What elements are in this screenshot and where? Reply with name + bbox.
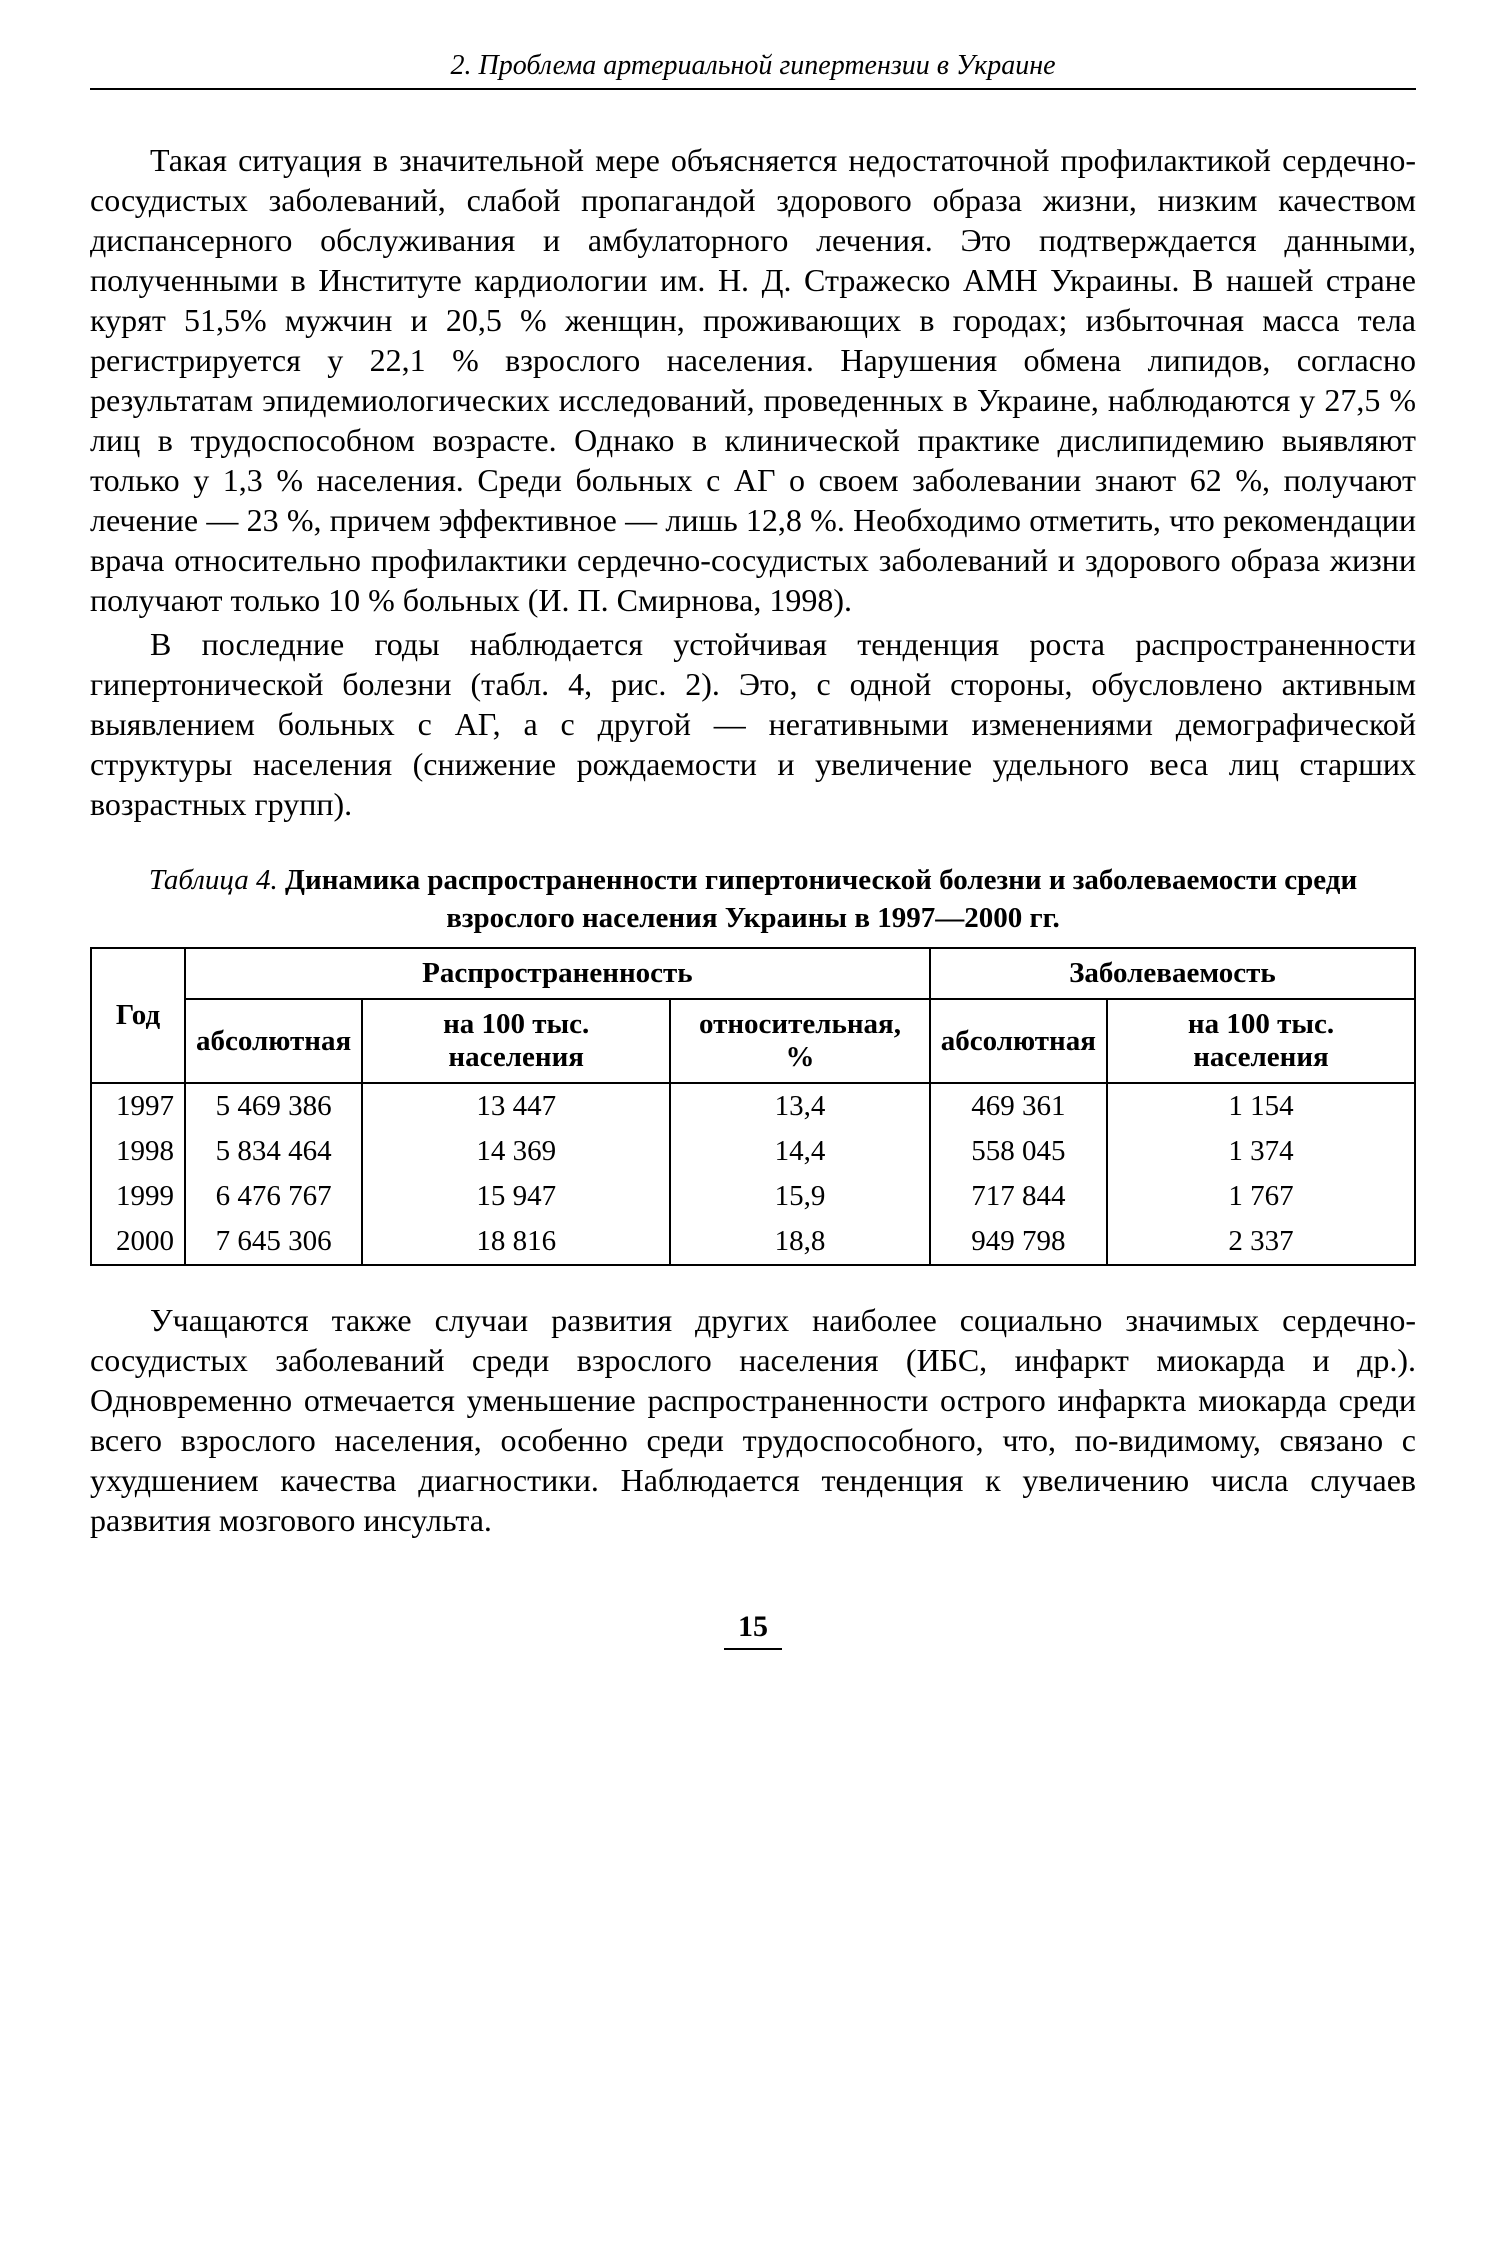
th-morbidity: Заболеваемость — [930, 948, 1415, 999]
table-body: 1997 5 469 386 13 447 13,4 469 361 1 154… — [91, 1083, 1415, 1265]
cell-year: 1997 — [91, 1083, 185, 1129]
cell-prev-abs: 5 469 386 — [185, 1083, 362, 1129]
cell-morb-abs: 949 798 — [930, 1219, 1107, 1265]
th-morb-abs: абсолютная — [930, 999, 1107, 1083]
cell-year: 1998 — [91, 1129, 185, 1174]
th-year: Год — [91, 948, 185, 1083]
page-number-value: 15 — [724, 1610, 782, 1650]
cell-morb-100k: 1 767 — [1107, 1174, 1415, 1219]
paragraph-2: В последние годы наблюдается устойчивая … — [90, 624, 1416, 824]
table-label: Таблица 4. — [149, 864, 278, 896]
cell-morb-abs: 558 045 — [930, 1129, 1107, 1174]
cell-morb-abs: 469 361 — [930, 1083, 1107, 1129]
cell-year: 1999 — [91, 1174, 185, 1219]
cell-prev-100k: 15 947 — [362, 1174, 670, 1219]
data-table: Год Распространенность Заболеваемость аб… — [90, 947, 1416, 1266]
cell-prev-abs: 6 476 767 — [185, 1174, 362, 1219]
paragraph-3: Учащаются также случаи развития других н… — [90, 1300, 1416, 1540]
cell-prev-rel: 14,4 — [670, 1129, 930, 1174]
table-row: 1999 6 476 767 15 947 15,9 717 844 1 767 — [91, 1174, 1415, 1219]
chapter-header: 2. Проблема артериальной гипертензии в У… — [90, 50, 1416, 90]
cell-morb-100k: 1 374 — [1107, 1129, 1415, 1174]
paragraph-1: Такая ситуация в значительной мере объяс… — [90, 140, 1416, 620]
table-row: 1997 5 469 386 13 447 13,4 469 361 1 154 — [91, 1083, 1415, 1129]
th-prev-abs: абсолютная — [185, 999, 362, 1083]
cell-morb-100k: 2 337 — [1107, 1219, 1415, 1265]
table-row: 1998 5 834 464 14 369 14,4 558 045 1 374 — [91, 1129, 1415, 1174]
cell-morb-abs: 717 844 — [930, 1174, 1107, 1219]
table-row: 2000 7 645 306 18 816 18,8 949 798 2 337 — [91, 1219, 1415, 1265]
cell-prev-rel: 18,8 — [670, 1219, 930, 1265]
th-prev-100k: на 100 тыс. населения — [362, 999, 670, 1083]
cell-prev-rel: 15,9 — [670, 1174, 930, 1219]
th-morb-100k: на 100 тыс. населения — [1107, 999, 1415, 1083]
th-prev-rel: относительная, % — [670, 999, 930, 1083]
page-number: 15 — [90, 1610, 1416, 1650]
cell-prev-100k: 14 369 — [362, 1129, 670, 1174]
cell-morb-100k: 1 154 — [1107, 1083, 1415, 1129]
th-prevalence: Распространенность — [185, 948, 930, 999]
cell-prev-100k: 18 816 — [362, 1219, 670, 1265]
cell-prev-abs: 7 645 306 — [185, 1219, 362, 1265]
cell-year: 2000 — [91, 1219, 185, 1265]
cell-prev-rel: 13,4 — [670, 1083, 930, 1129]
table-caption: Таблица 4. Динамика распространенности г… — [90, 862, 1416, 937]
cell-prev-abs: 5 834 464 — [185, 1129, 362, 1174]
table-title: Динамика распространенности гипертоничес… — [285, 864, 1357, 934]
cell-prev-100k: 13 447 — [362, 1083, 670, 1129]
